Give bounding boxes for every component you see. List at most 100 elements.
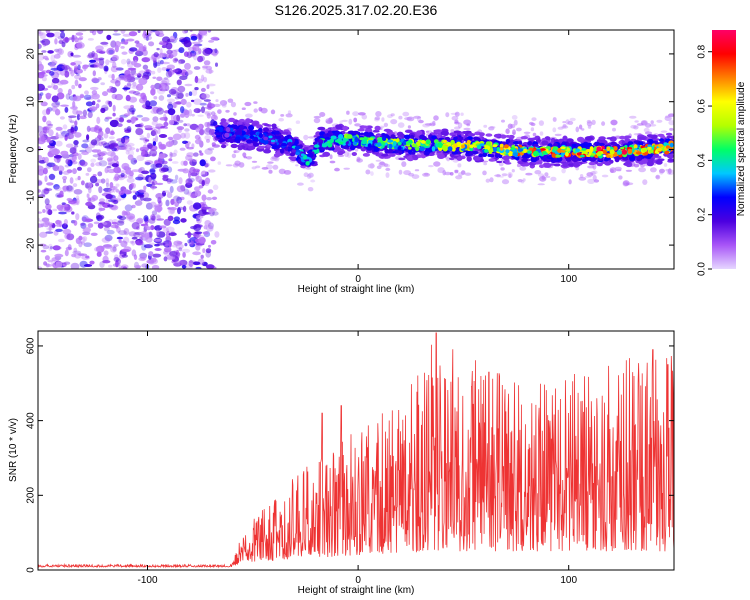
halo-blob: [334, 167, 340, 172]
noise-blob: [145, 36, 149, 41]
noise-blob: [189, 166, 196, 175]
noise-blob: [56, 70, 62, 75]
noise-blob: [114, 44, 119, 53]
noise-blob: [91, 194, 99, 201]
signal-blob: [613, 146, 618, 151]
noise-blob: [113, 244, 119, 247]
noise-blob: [87, 197, 92, 203]
noise-blob: [182, 168, 189, 174]
noise-blob: [123, 127, 131, 132]
noise-blob: [47, 85, 52, 88]
halo-blob: [225, 109, 230, 113]
noise-blob: [197, 55, 204, 63]
colorbar-label: Normalized spectral amplitude: [736, 81, 747, 216]
halo-blob: [227, 98, 234, 103]
spectrogram-image: [38, 30, 674, 269]
halo-blob: [221, 104, 227, 108]
halo-blob: [510, 123, 516, 129]
noise-blob: [83, 264, 93, 267]
noise-blob: [161, 52, 167, 58]
signal-blob: [505, 135, 511, 138]
halo-blob: [655, 175, 659, 179]
halo-blob: [644, 131, 653, 135]
signal-blob: [633, 144, 638, 150]
noise-blob: [72, 54, 82, 58]
noise-blob: [146, 132, 151, 139]
signal-blob: [397, 146, 402, 151]
noise-blob: [43, 156, 49, 164]
halo-blob: [343, 167, 351, 170]
noise-blob: [177, 206, 185, 211]
noise-blob: [123, 39, 129, 45]
noise-blob: [179, 147, 186, 151]
noise-blob: [136, 49, 140, 54]
signal-blob: [415, 146, 420, 152]
signal-blob: [334, 131, 341, 136]
halo-blob: [243, 156, 248, 159]
noise-blob: [156, 107, 165, 115]
signal-blob: [485, 141, 491, 146]
noise-blob: [74, 119, 78, 127]
noise-blob: [45, 203, 52, 210]
halo-blob: [433, 161, 441, 167]
signal-blob: [239, 125, 245, 130]
signal-blob: [388, 143, 393, 149]
signal-blob: [335, 124, 343, 130]
signal-blob: [610, 141, 617, 146]
noise-blob: [133, 160, 138, 163]
noise-blob: [141, 263, 149, 268]
signal-blob: [606, 137, 613, 140]
signal-blob: [308, 153, 314, 158]
noise-blob: [42, 115, 47, 123]
noise-blob: [75, 195, 80, 201]
noise-blob: [125, 94, 131, 102]
noise-blob: [200, 170, 208, 178]
noise-blob: [60, 150, 69, 156]
halo-blob: [238, 162, 245, 168]
noise-blob: [86, 134, 90, 141]
noise-blob: [187, 239, 192, 244]
signal-blob: [458, 136, 464, 141]
noise-blob: [188, 240, 195, 246]
noise-blob: [132, 190, 137, 193]
signal-blob: [216, 134, 221, 138]
noise-blob: [73, 247, 78, 253]
noise-blob: [155, 135, 159, 143]
signal-blob: [342, 125, 349, 132]
noise-blob: [77, 37, 83, 41]
halo-blob: [513, 119, 518, 126]
noise-blob: [172, 219, 181, 225]
noise-blob: [178, 47, 185, 54]
noise-blob: [111, 54, 118, 61]
noise-blob: [81, 143, 89, 149]
signal-blob: [278, 138, 283, 144]
noise-blob: [45, 30, 51, 34]
halo-blob: [659, 168, 665, 174]
noise-blob: [195, 215, 204, 219]
noise-blob: [48, 173, 56, 180]
signal-blob: [409, 134, 415, 140]
halo-blob: [406, 116, 415, 122]
noise-blob: [51, 257, 60, 262]
noise-blob: [113, 155, 119, 162]
noise-blob: [134, 265, 142, 269]
signal-blob: [263, 148, 272, 154]
halo-blob: [390, 113, 395, 117]
signal-blob: [231, 136, 236, 139]
noise-blob: [183, 40, 192, 48]
noise-blob: [58, 238, 65, 243]
noise-blob: [53, 246, 62, 250]
halo-blob: [422, 123, 431, 128]
noise-blob: [110, 129, 114, 135]
noise-blob: [43, 261, 48, 266]
halo-blob: [667, 168, 672, 175]
noise-blob: [46, 162, 56, 168]
noise-blob: [185, 71, 189, 77]
noise-blob: [208, 169, 216, 173]
signal-blob: [378, 138, 383, 143]
halo-blob: [365, 169, 371, 175]
signal-blob: [447, 146, 453, 152]
noise-blob: [42, 245, 49, 250]
noise-blob: [131, 240, 136, 246]
